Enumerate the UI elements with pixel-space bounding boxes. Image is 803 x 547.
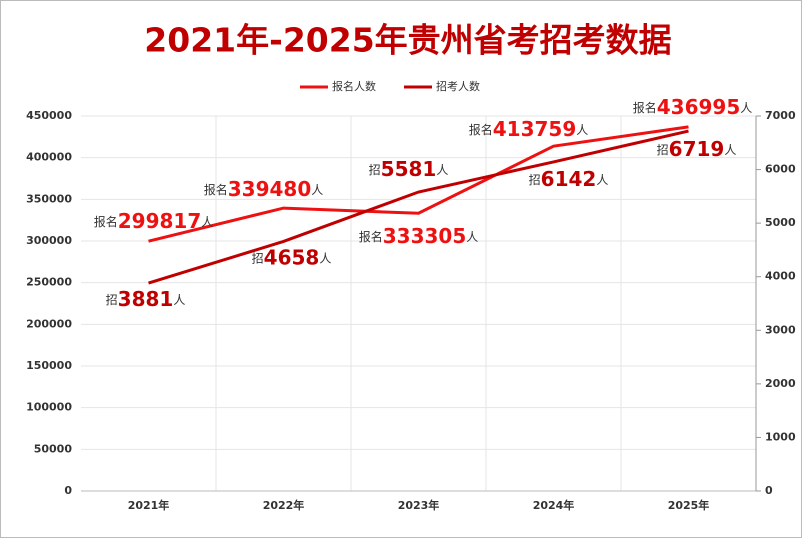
data-label-part: 报名 xyxy=(469,122,493,137)
data-label-part: 436995 xyxy=(657,94,741,118)
data-label-part: 招 xyxy=(657,143,669,157)
y-tick-label: 150000 xyxy=(26,359,72,372)
data-label-part: 人 xyxy=(596,172,608,186)
x-tick-label: 2025年 xyxy=(668,498,710,512)
data-label-part: 413759 xyxy=(493,117,577,141)
y-tick-label: 400000 xyxy=(26,151,72,164)
data-label: 报名436995人 xyxy=(633,94,753,118)
data-label-part: 招 xyxy=(106,293,118,307)
chart-title: 2021年-2025年贵州省考招考数据 xyxy=(144,21,671,60)
y-tick-label: 300000 xyxy=(26,234,72,247)
data-label-part: 4658 xyxy=(264,245,320,269)
x-tick-label: 2021年 xyxy=(128,498,170,512)
data-label-part: 人 xyxy=(173,293,185,307)
data-label: 报名299817人 xyxy=(94,209,214,233)
legend-label: 招考人数 xyxy=(436,79,480,93)
data-label: 招3881人 xyxy=(106,287,186,311)
data-label-part: 招 xyxy=(369,163,381,177)
data-label: 报名413759人 xyxy=(469,117,589,141)
y-tick-label: 350000 xyxy=(26,192,72,205)
data-label-part: 报名 xyxy=(633,99,657,114)
data-label: 招6719人 xyxy=(657,137,737,161)
legend-label: 报名人数 xyxy=(332,79,376,93)
y2-tick-label: 2000 xyxy=(765,377,796,390)
y-tick-label: 200000 xyxy=(26,317,72,330)
y2-tick-label: 1000 xyxy=(765,430,796,443)
data-label-part: 报名 xyxy=(359,229,383,244)
x-tick-label: 2024年 xyxy=(533,498,575,512)
data-label-part: 人 xyxy=(466,230,478,244)
y2-tick-label: 6000 xyxy=(765,163,796,176)
y2-tick-label: 5000 xyxy=(765,216,796,229)
y-tick-label: 100000 xyxy=(26,401,72,414)
data-label-part: 6719 xyxy=(669,137,725,161)
data-label-part: 招 xyxy=(252,251,264,265)
data-label: 招4658人 xyxy=(252,245,332,269)
data-label: 报名339480人 xyxy=(204,177,324,201)
series-line xyxy=(148,125,689,243)
data-label-part: 人 xyxy=(319,251,331,265)
data-label-part: 人 xyxy=(311,183,323,197)
data-label: 报名333305人 xyxy=(359,224,479,248)
data-label-part: 人 xyxy=(576,123,588,137)
data-label-part: 招 xyxy=(529,172,541,186)
data-label-part: 报名 xyxy=(94,214,118,229)
y-tick-label: 0 xyxy=(64,484,72,497)
data-label: 招5581人 xyxy=(369,157,449,181)
data-label-part: 299817 xyxy=(118,209,202,233)
data-label: 招6142人 xyxy=(529,166,609,190)
data-label-part: 人 xyxy=(436,163,448,177)
x-tick-label: 2022年 xyxy=(263,498,305,512)
data-label-part: 人 xyxy=(201,215,213,229)
data-label-part: 人 xyxy=(724,143,736,157)
y-tick-label: 50000 xyxy=(34,442,73,455)
y2-tick-label: 4000 xyxy=(765,270,796,283)
data-label-part: 333305 xyxy=(383,224,467,248)
y2-tick-label: 3000 xyxy=(765,323,796,336)
data-label-part: 人 xyxy=(740,100,752,114)
series-line xyxy=(148,129,689,285)
data-label-part: 报名 xyxy=(204,182,228,197)
x-tick-label: 2023年 xyxy=(398,498,440,512)
y-tick-label: 250000 xyxy=(26,276,72,289)
y2-tick-label: 0 xyxy=(765,484,773,497)
data-label-part: 3881 xyxy=(118,287,174,311)
data-label-part: 339480 xyxy=(228,177,312,201)
y-tick-label: 450000 xyxy=(26,109,72,122)
y2-tick-label: 7000 xyxy=(765,109,796,122)
data-label-part: 6142 xyxy=(541,166,597,190)
data-label-part: 5581 xyxy=(381,157,437,181)
